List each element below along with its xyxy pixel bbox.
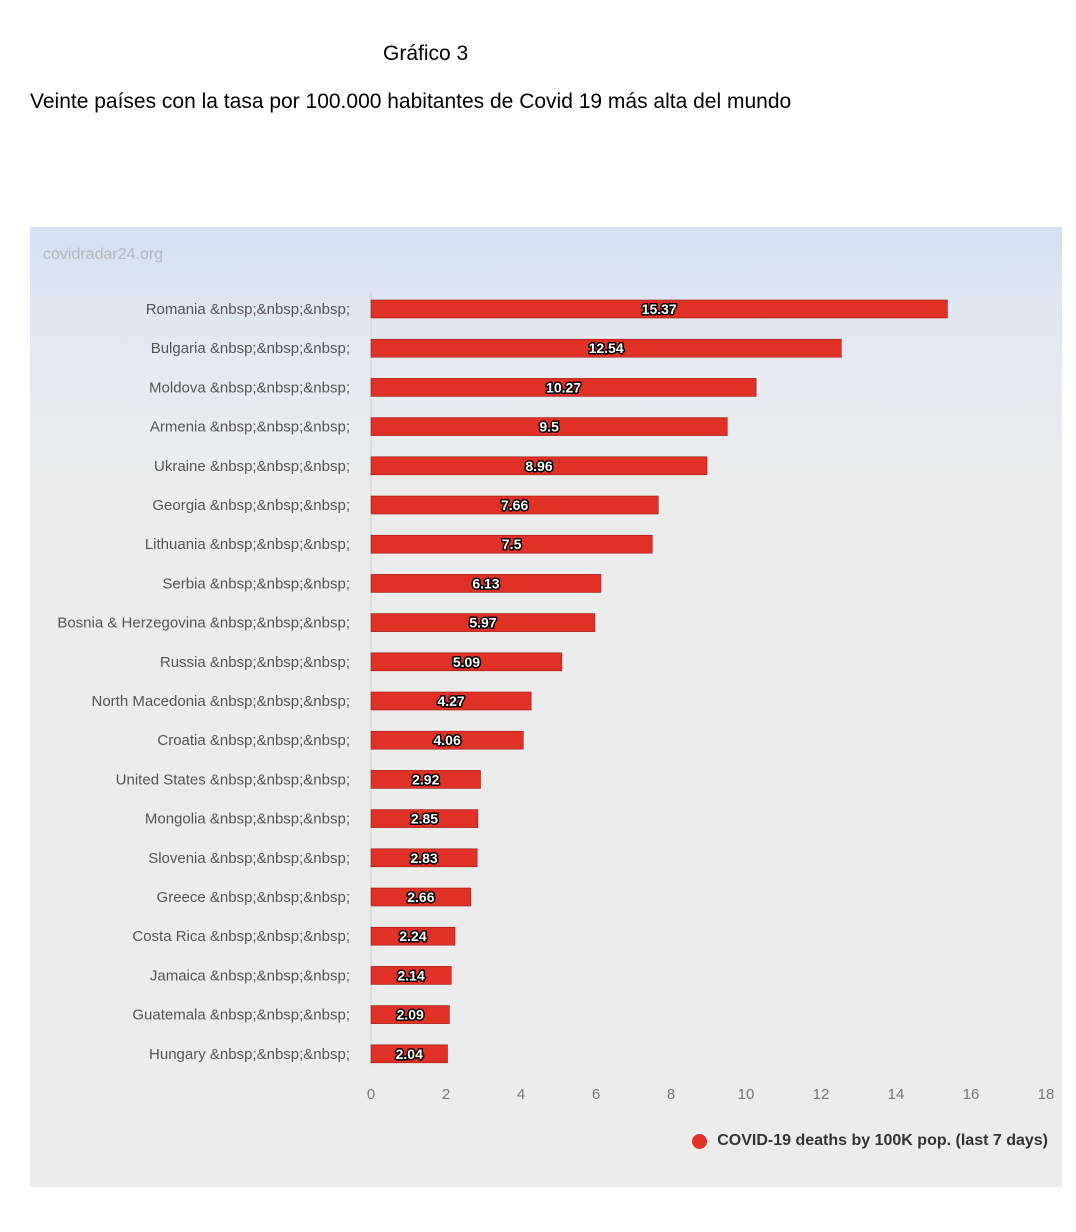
bar[interactable]	[370, 770, 481, 789]
bar[interactable]	[370, 613, 596, 632]
bar[interactable]	[370, 848, 478, 868]
bar[interactable]	[370, 652, 563, 672]
data-label: 2.14	[398, 967, 425, 983]
category-label: Guatemala &nbsp;&nbsp;&nbsp;	[132, 1007, 350, 1024]
bar[interactable]	[370, 966, 452, 985]
category-label: Slovenia &nbsp;&nbsp;&nbsp;	[148, 850, 350, 867]
bar[interactable]	[370, 887, 472, 907]
bar[interactable]	[370, 378, 757, 397]
data-label: 2.83	[410, 850, 437, 866]
category-label: Hungary &nbsp;&nbsp;&nbsp;	[149, 1046, 350, 1063]
watermark: covidradar24.org	[43, 246, 164, 263]
bar[interactable]	[370, 338, 842, 358]
bar[interactable]	[370, 299, 948, 319]
bar[interactable]	[370, 730, 524, 750]
category-label: Lithuania &nbsp;&nbsp;&nbsp;	[145, 536, 350, 553]
category-label: Moldova &nbsp;&nbsp;&nbsp;	[149, 379, 350, 396]
x-tick-label: 4	[517, 1086, 525, 1103]
x-tick-label: 12	[813, 1086, 830, 1103]
bar[interactable]	[370, 926, 456, 946]
x-tick-label: 8	[667, 1086, 675, 1103]
x-tick-label: 6	[592, 1086, 600, 1103]
bars	[370, 299, 948, 1064]
x-tick-label: 16	[963, 1086, 980, 1103]
x-axis-ticks: 0 2 4 6 8 10 12 14 16 18	[367, 1086, 1055, 1103]
category-label: Russia &nbsp;&nbsp;&nbsp;	[160, 654, 350, 671]
data-label: 5.97	[469, 615, 496, 631]
data-label: 15.37	[642, 301, 677, 317]
data-label: 2.92	[412, 771, 439, 787]
x-tick-label: 18	[1038, 1086, 1055, 1103]
category-label: Ukraine &nbsp;&nbsp;&nbsp;	[154, 458, 350, 475]
document-heading: Gráfico 3	[383, 42, 469, 65]
legend-swatch	[692, 1133, 708, 1149]
category-label: Costa Rica &nbsp;&nbsp;&nbsp;	[132, 928, 350, 945]
category-label: North Macedonia &nbsp;&nbsp;&nbsp;	[92, 693, 351, 710]
data-label: 2.09	[397, 1007, 424, 1023]
document-subheading: Veinte países con la tasa por 100.000 ha…	[30, 90, 792, 113]
data-label: 6.13	[472, 575, 499, 591]
chart-panel: covidradar24.org Romania &nbsp;&nbsp;&nb…	[30, 227, 1062, 1187]
bar[interactable]	[370, 534, 653, 554]
category-label: Georgia &nbsp;&nbsp;&nbsp;	[152, 497, 350, 514]
data-label: 10.27	[546, 379, 581, 395]
x-tick-label: 10	[738, 1086, 755, 1103]
bar[interactable]	[370, 574, 602, 593]
category-labels: Romania &nbsp;&nbsp;&nbsp; Bulgaria &nbsp…	[57, 301, 350, 1063]
x-tick-label: 2	[442, 1086, 450, 1103]
data-label: 4.06	[434, 732, 461, 748]
category-label: Bosnia & Herzegovina &nbsp;&nbsp;&nbsp;	[57, 615, 350, 632]
data-label: 7.66	[501, 497, 528, 513]
bar[interactable]	[370, 495, 659, 515]
data-label: 2.04	[396, 1046, 423, 1062]
category-label: Romania &nbsp;&nbsp;&nbsp;	[146, 301, 350, 318]
category-label: Greece &nbsp;&nbsp;&nbsp;	[157, 889, 350, 906]
data-label: 2.85	[411, 811, 438, 827]
bar[interactable]	[370, 691, 532, 711]
data-labels: 15.37 12.54 10.27 9.5 8.96 7.66 7.5 6.13 5.97 5.0…	[394, 300, 678, 1064]
data-label: 9.5	[539, 419, 559, 435]
bar-chart: Romania &nbsp;&nbsp;&nbsp; Bulgaria &nbsp…	[57, 292, 1055, 1103]
x-tick-label: 0	[367, 1086, 375, 1103]
bar[interactable]	[370, 809, 479, 828]
data-label: 7.5	[502, 536, 522, 552]
legend-label: COVID-19 deaths by 100K pop. (last 7 day…	[717, 1132, 1048, 1149]
category-label: Serbia &nbsp;&nbsp;&nbsp;	[162, 575, 350, 592]
bar[interactable]	[370, 456, 708, 476]
data-label: 12.54	[589, 340, 624, 356]
data-label: 5.09	[453, 654, 480, 670]
data-label: 2.66	[407, 889, 434, 905]
category-label: Bulgaria &nbsp;&nbsp;&nbsp;	[151, 340, 350, 357]
category-label: Mongolia &nbsp;&nbsp;&nbsp;	[145, 811, 350, 828]
legend[interactable]: COVID-19 deaths by 100K pop. (last 7 day…	[692, 1132, 1048, 1150]
category-label: Armenia &nbsp;&nbsp;&nbsp;	[150, 419, 350, 436]
data-label: 4.27	[437, 693, 464, 709]
bar[interactable]	[370, 1044, 448, 1064]
data-label: 2.24	[399, 928, 426, 944]
data-label: 8.96	[525, 458, 552, 474]
category-label: Jamaica &nbsp;&nbsp;&nbsp;	[150, 967, 350, 984]
category-label: Croatia &nbsp;&nbsp;&nbsp;	[157, 732, 350, 749]
category-label: United States &nbsp;&nbsp;&nbsp;	[116, 771, 350, 788]
bar[interactable]	[370, 417, 728, 436]
x-tick-label: 14	[888, 1086, 905, 1103]
bar[interactable]	[370, 1005, 450, 1024]
